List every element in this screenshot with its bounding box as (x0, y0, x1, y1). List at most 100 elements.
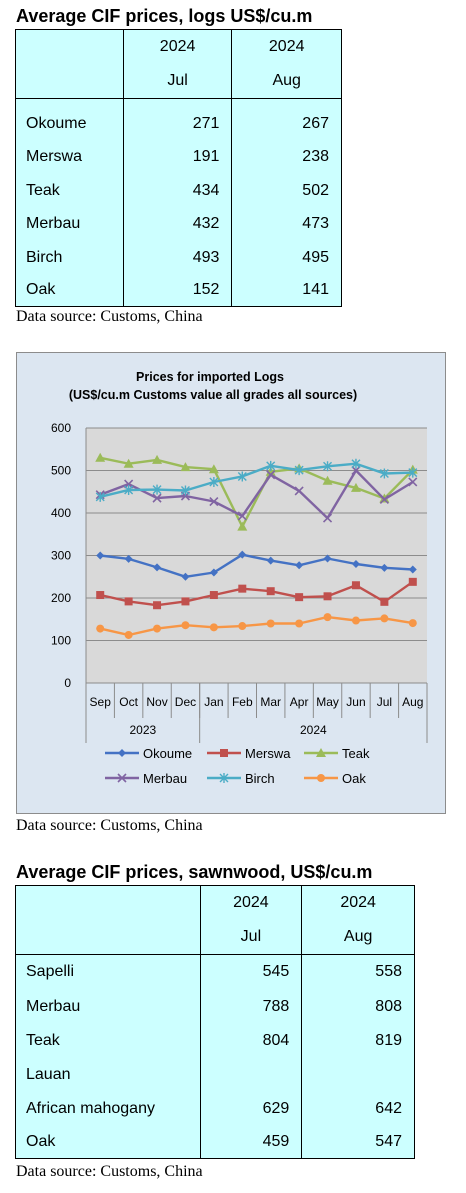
legend-label-oak: Oak (342, 771, 366, 786)
series-okoume (96, 550, 417, 581)
row-label: Lauan (15, 1057, 201, 1092)
row-label: Sapelli (15, 954, 201, 990)
y-tick-label: 0 (64, 676, 71, 690)
data-point-oak (323, 613, 332, 622)
cell-jul: 493 (122, 240, 233, 275)
data-point-okoume (238, 550, 247, 559)
data-point-birch (266, 460, 276, 471)
legend-label-merswa: Merswa (245, 746, 291, 761)
series-line-merswa (99, 580, 414, 607)
cell-jul: 271 (122, 98, 233, 141)
row-label: Merswa (15, 140, 124, 174)
row-label: Teak (15, 173, 124, 208)
data-point-birch (351, 458, 361, 469)
cell-jul: 788 (199, 989, 303, 1024)
legend-label-okoume: Okoume (143, 746, 192, 761)
series-line-okoume (100, 553, 413, 579)
data-point-okoume (124, 554, 133, 563)
data-point-merbau (351, 465, 361, 476)
logs-header-year-aug: 2024 (231, 29, 342, 64)
data-point-okoume (408, 565, 417, 574)
data-point-teak (265, 466, 276, 476)
data-point-oak (295, 619, 304, 628)
data-point-okoume (266, 556, 275, 565)
data-point-teak (350, 482, 361, 492)
data-point-okoume (380, 563, 389, 572)
table-row: Teak 804 819 (15, 1023, 415, 1058)
x-tick-label: Apr (290, 695, 309, 709)
logs-price-chart: Prices for imported Logs (US$/cu.m Custo… (16, 352, 446, 814)
data-point-birch (95, 491, 105, 502)
series-line-teak (99, 456, 414, 528)
cell-jul: 545 (199, 954, 303, 990)
logs-header-blank-2 (15, 64, 124, 99)
row-label: Merbau (15, 989, 201, 1024)
row-label: Teak (15, 1023, 201, 1058)
data-point-okoume (351, 560, 360, 568)
sawn-header-month-jul: Jul (199, 920, 303, 955)
data-point-birch (180, 485, 190, 496)
data-point-birch (323, 461, 333, 472)
data-point-oak (96, 624, 105, 633)
series-oak (96, 613, 417, 639)
sawnwood-data-source: Data source: Customs, China (16, 1163, 203, 1180)
data-point-teak (180, 462, 191, 472)
sawn-header-year-aug: 2024 (301, 885, 415, 920)
data-point-merswa (124, 597, 133, 606)
series-line-oak (99, 615, 413, 637)
cell-aug: 238 (231, 140, 342, 174)
cell-jul: 152 (122, 274, 233, 307)
series-birch (95, 458, 418, 502)
y-tick-label: 200 (51, 591, 71, 605)
x-tick-label: Aug (402, 695, 423, 709)
legend-label-teak: Teak (342, 746, 370, 761)
data-point-okoume (96, 551, 105, 560)
cell-aug: 267 (231, 98, 342, 141)
sawnwood-table-title: Average CIF prices, sawnwood, US$/cu.m (16, 862, 373, 882)
series-line-merbau (99, 469, 414, 520)
data-point-birch (124, 485, 134, 496)
table-row: Merswa 191 238 (15, 140, 342, 174)
x-tick-label: Jan (204, 695, 223, 709)
cell-jul: 434 (122, 173, 233, 208)
legend-marker-birch (219, 773, 229, 783)
data-point-oak (238, 622, 247, 631)
data-point-teak (152, 454, 163, 464)
legend-marker-oak (317, 774, 325, 782)
cell-jul: 191 (122, 140, 233, 174)
data-point-merbau (294, 486, 304, 496)
legend-item-birch: Birch (207, 771, 275, 786)
cell-aug: 495 (231, 240, 342, 275)
data-point-okoume (295, 561, 304, 570)
row-label: Birch (15, 240, 124, 275)
data-point-merswa (181, 597, 190, 606)
data-point-merswa (238, 584, 247, 593)
logs-data-source: Data source: Customs, China (16, 308, 203, 325)
cell-jul: 629 (199, 1091, 303, 1126)
data-point-oak (124, 630, 133, 639)
sawn-header-blank (15, 885, 201, 920)
data-point-teak (95, 452, 106, 462)
data-point-oak (209, 623, 218, 632)
y-tick-label: 400 (51, 506, 71, 520)
y-tick-label: 100 (51, 634, 71, 648)
cell-aug: 808 (301, 989, 415, 1024)
data-point-merbau (322, 513, 333, 523)
data-point-merbau (209, 496, 219, 507)
data-point-merswa (266, 587, 275, 596)
cell-aug: 547 (301, 1125, 415, 1159)
data-point-birch (237, 471, 247, 482)
sawn-header-blank-2 (15, 920, 201, 955)
x-tick-label: May (316, 695, 339, 709)
cell-aug (301, 1057, 415, 1092)
table-row: Merbau 788 808 (15, 989, 415, 1024)
legend-item-okoume: Okoume (105, 746, 192, 761)
x-tick-label: Oct (119, 695, 138, 709)
table-row: Okoume 271 267 (15, 98, 342, 141)
table-row: Merbau 432 473 (15, 207, 342, 241)
legend-label-merbau: Merbau (143, 771, 187, 786)
series-merbau (95, 465, 418, 523)
legend-marker-teak (316, 748, 326, 757)
data-point-merswa (323, 592, 332, 601)
logs-header-month-jul: Jul (122, 64, 233, 99)
